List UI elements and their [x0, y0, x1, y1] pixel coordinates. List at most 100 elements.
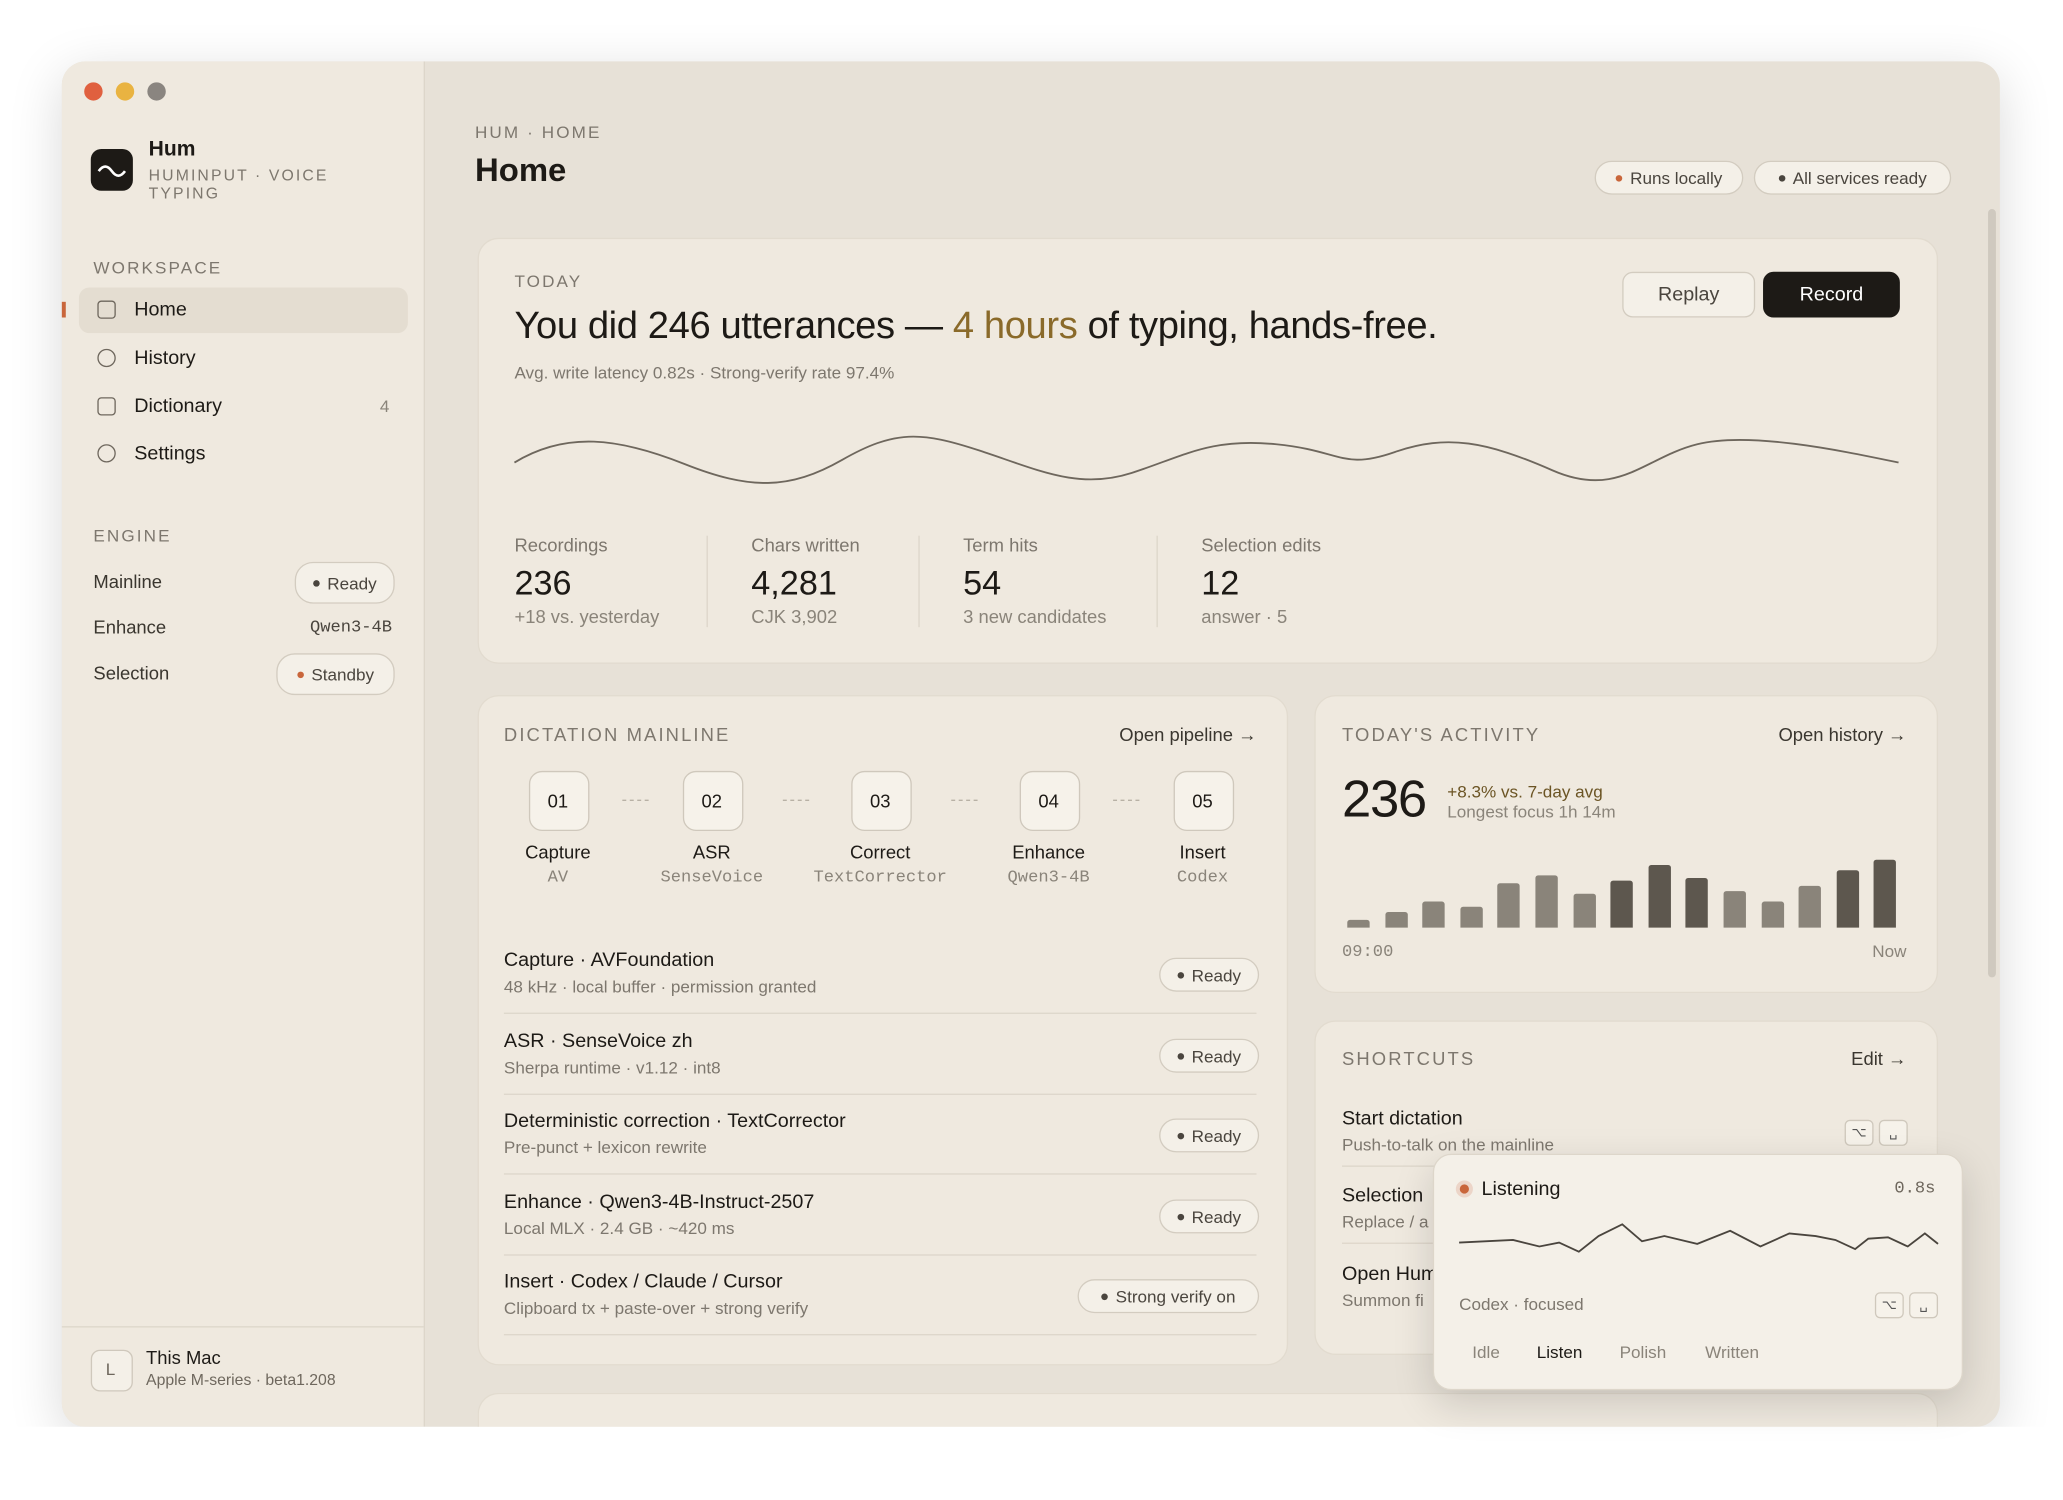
card-link[interactable]: Edit →	[1851, 1047, 1907, 1069]
engine-status: Ready	[294, 561, 395, 604]
stat-label: Selection edits	[1201, 534, 1322, 556]
activity-card	[1314, 695, 1939, 994]
lower-card	[477, 1392, 1939, 1429]
app-subtitle: HUMINPUT · VOICE	[148, 165, 329, 185]
activity-bar	[1497, 883, 1521, 928]
device-name: This Mac	[146, 1347, 221, 1369]
nav-icon	[97, 348, 116, 368]
card-link[interactable]: Open history →	[1778, 723, 1907, 745]
shortcut-name: Selection	[1342, 1184, 1424, 1207]
pill-label: Ready	[1191, 1125, 1242, 1146]
pill-label: Standby	[311, 664, 375, 685]
row-detail: Pre-punct + lexicon rewrite	[503, 1137, 707, 1157]
bottom-cut	[0, 1426, 2063, 1500]
step-name: Enhance	[1012, 841, 1085, 863]
overlay-tab[interactable]: Written	[1705, 1342, 1760, 1363]
row-title: Insert · Codex / Claude / Cursor	[503, 1270, 783, 1293]
stat-value: 54	[963, 563, 1002, 603]
step-box	[1019, 770, 1081, 831]
row-divider	[503, 1012, 1257, 1014]
step-engine: SenseVoice	[660, 866, 764, 887]
overlay-tab[interactable]: Listen	[1536, 1342, 1583, 1363]
card-title: DICTATION MAINLINE	[503, 723, 731, 745]
step-box	[682, 770, 744, 831]
device-initial: L	[105, 1359, 116, 1380]
activity-bar	[1573, 893, 1596, 928]
axis-start: 09:00	[1342, 941, 1394, 962]
overlay-wave	[1455, 1180, 1939, 1253]
activity-bar	[1723, 891, 1746, 928]
section-label: ENGINE	[93, 525, 172, 546]
row-status: Ready	[1159, 1118, 1260, 1153]
overlay: Listening 0.8s Codex · focused ⌥ ␣ Idle Listen…	[1432, 1153, 1964, 1391]
nav-icon	[97, 397, 116, 416]
activity-bar	[1384, 912, 1408, 928]
section-label: WORKSPACE	[93, 258, 223, 278]
step-name: Capture	[525, 841, 591, 863]
pill-label: Ready	[1191, 1045, 1242, 1066]
row-divider	[503, 1173, 1257, 1175]
step-engine: Codex	[1176, 866, 1229, 887]
engine-name: Selection	[93, 662, 170, 684]
headline-part: You did 246 utterances —	[514, 305, 953, 347]
key-cap: ⌥	[1844, 1119, 1874, 1146]
stat-divider	[706, 535, 708, 628]
sidebar-divider	[61, 1326, 424, 1328]
activity-delta: +8.3% vs. 7-day avg	[1447, 782, 1603, 802]
activity-bar	[1460, 906, 1483, 928]
activity-bar	[1874, 859, 1897, 928]
row-detail: 48 kHz · local buffer · permission grant…	[503, 976, 817, 997]
activity-focus: Longest focus 1h 14m	[1447, 801, 1616, 822]
stat-note: +18 vs. yesterday	[514, 606, 660, 628]
row-status: Strong verify on	[1077, 1279, 1260, 1314]
activity-bar	[1610, 880, 1634, 928]
step-number: 04	[1038, 790, 1059, 812]
nav-item[interactable]: Home	[134, 298, 187, 321]
step-name: Insert	[1179, 841, 1226, 863]
activity-bar	[1648, 864, 1671, 928]
activity-bar	[1761, 901, 1784, 928]
stat-note: answer · 5	[1201, 606, 1288, 628]
step-number: 05	[1192, 790, 1213, 812]
step-engine: Qwen3-4B	[1007, 866, 1090, 887]
headline: You did 246 utterances — 4 hours of typi…	[514, 305, 1437, 347]
step-box	[528, 770, 590, 831]
step-number: 02	[701, 790, 723, 812]
engine-name: Enhance	[93, 616, 167, 638]
replay-button[interactable]: Replay	[1622, 271, 1756, 318]
step-engine: TextCorrector	[813, 866, 947, 887]
step-engine: AV	[547, 866, 569, 887]
row-divider	[503, 1093, 1257, 1095]
stat-note: 3 new candidates	[963, 606, 1107, 628]
record-button[interactable]: Record	[1763, 271, 1900, 318]
subline: Avg. write latency 0.82s · Strong-verify…	[514, 362, 895, 383]
pill-label: Record	[1799, 283, 1864, 306]
stat-note: CJK 3,902	[751, 606, 838, 628]
overlay-target: Codex · focused	[1459, 1294, 1584, 1314]
card-link[interactable]: Open pipeline →	[1119, 723, 1257, 745]
status-badge: All services ready	[1753, 160, 1952, 195]
key-cap: ⌥	[1874, 1292, 1904, 1319]
step-box	[851, 770, 912, 831]
overlay-tab[interactable]: Polish	[1619, 1342, 1667, 1363]
row-status: Ready	[1159, 1199, 1260, 1234]
axis-end: Now	[1872, 941, 1907, 962]
pill-label: Ready	[1191, 964, 1242, 985]
nav-item[interactable]: History	[134, 346, 196, 370]
nav-item[interactable]: Settings	[134, 442, 206, 465]
overlay-status: Listening	[1481, 1177, 1561, 1201]
overlay-tab[interactable]: Idle	[1472, 1342, 1500, 1363]
row-title: Deterministic correction · TextCorrector	[503, 1109, 846, 1133]
shortcut-name: Start dictation	[1342, 1107, 1463, 1130]
nav-item[interactable]: Dictionary	[134, 395, 222, 418]
row-title: ASR · SenseVoice zh	[503, 1030, 693, 1053]
row-divider	[503, 1334, 1257, 1336]
device-detail: Apple M-series · beta1.208	[146, 1370, 336, 1389]
page-title: Home	[474, 152, 567, 189]
step-connector	[782, 799, 810, 801]
device-avatar	[90, 1349, 133, 1392]
row-title: Capture · AVFoundation	[503, 949, 715, 972]
activity-bar	[1535, 875, 1558, 928]
pill-label: All services ready	[1792, 167, 1927, 188]
